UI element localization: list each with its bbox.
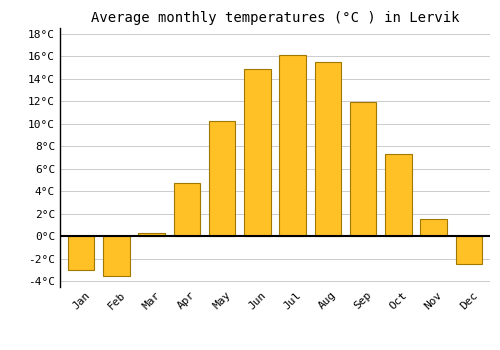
Title: Average monthly temperatures (°C ) in Lervik: Average monthly temperatures (°C ) in Le… [91, 12, 459, 26]
Bar [385, 154, 411, 236]
Bar [244, 69, 270, 236]
Bar [456, 236, 482, 265]
Bar [68, 236, 94, 270]
Bar [209, 121, 236, 236]
Bar [174, 183, 200, 236]
Bar [314, 62, 341, 236]
Bar [350, 102, 376, 236]
Bar [280, 55, 306, 236]
Bar [103, 236, 130, 276]
Bar [420, 219, 447, 236]
Bar [138, 233, 165, 236]
